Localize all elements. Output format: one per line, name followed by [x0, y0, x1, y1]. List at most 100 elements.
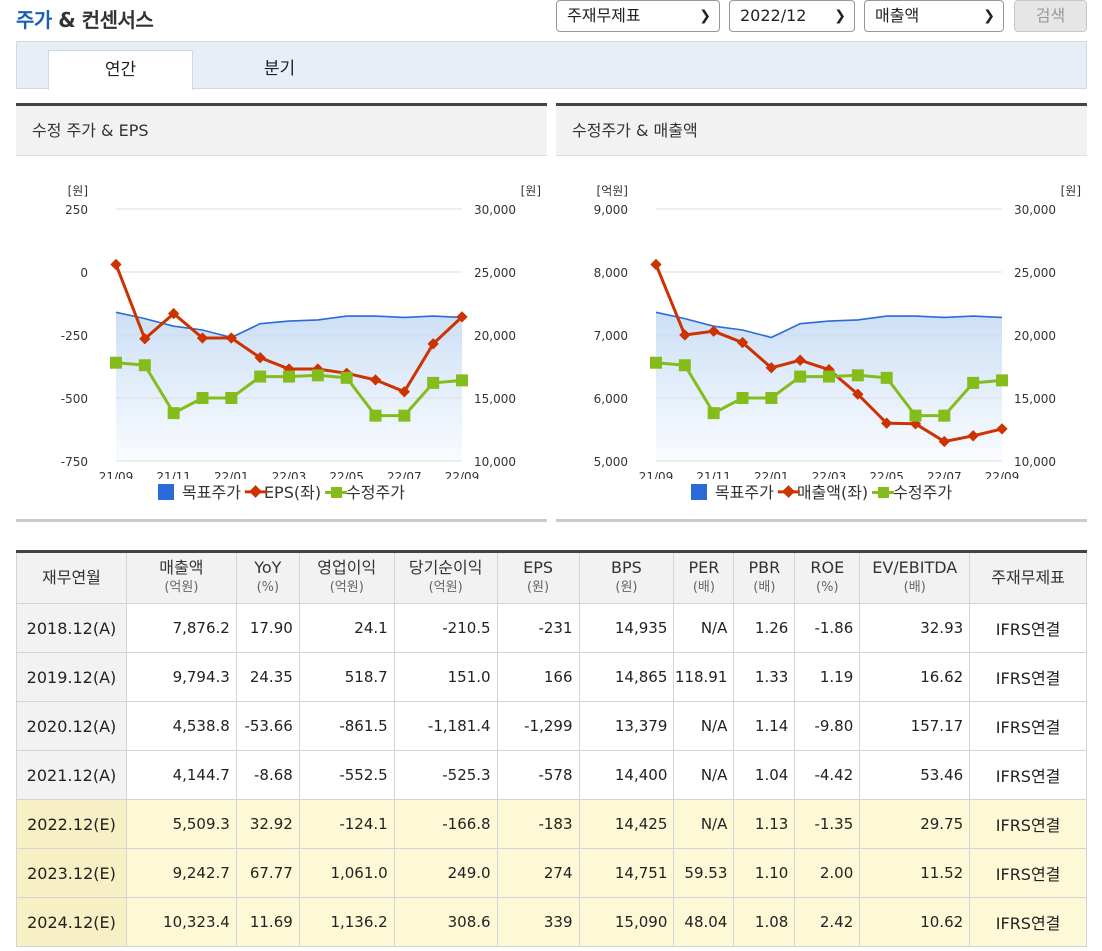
chevron-down-icon: ❯	[699, 8, 711, 24]
column-header: 매출액 (억원)	[125, 551, 237, 604]
table-cell: 339	[496, 897, 580, 947]
adjusted-price-point	[138, 359, 151, 372]
table-cell: 14,865	[578, 652, 675, 702]
table-cell: 308.6	[393, 897, 498, 947]
table-cell: IFRS연결	[969, 750, 1087, 800]
period-select-value: 2022/12	[740, 6, 807, 25]
row-period: 2024.12(E)	[16, 897, 127, 947]
table-cell: 48.04	[673, 897, 735, 947]
y-right-tick-label: 15,000	[1014, 392, 1056, 406]
legend-item[interactable]: 수정주가	[325, 479, 405, 503]
chart-legend: 목표주가 매출액(좌) 수정주가	[556, 479, 1087, 503]
table-cell: N/A	[673, 750, 735, 800]
adjusted-price-point	[311, 369, 324, 382]
metric-select[interactable]: 매출액 ❯	[864, 0, 1004, 32]
metric-point	[254, 352, 266, 364]
legend-label: 매출액(좌)	[796, 483, 869, 502]
legend-item[interactable]: 매출액(좌)	[780, 479, 868, 503]
y-right-tick-label: 10,000	[1014, 455, 1056, 469]
x-tick-label: 21/09	[99, 470, 134, 479]
table-row: 2019.12(A) 9,794.3 24.35 518.7 151.0 166 14,86…	[16, 652, 1087, 702]
table-cell: -4.42	[794, 750, 861, 800]
table-cell: 1.26	[733, 603, 796, 653]
table-cell: 9,794.3	[125, 652, 237, 702]
table-cell: -9.80	[794, 701, 861, 751]
table-cell: -1,299	[496, 701, 580, 751]
column-header-label: 재무연월	[42, 568, 101, 587]
y-left-unit: [원]	[68, 184, 88, 198]
metric-select-value: 매출액	[875, 6, 920, 25]
chart-title: 수정 주가 & EPS	[16, 106, 547, 156]
column-header-label: PER	[688, 558, 720, 577]
column-header-unit: (원)	[526, 580, 550, 595]
legend-label: 목표주가	[714, 483, 774, 502]
adjusted-price-point	[456, 374, 468, 387]
table-cell: -166.8	[393, 799, 498, 849]
metric-point	[196, 332, 209, 344]
adjusted-price-point	[110, 356, 122, 369]
x-tick-label: 22/07	[387, 470, 422, 479]
search-button[interactable]: 검색	[1014, 0, 1087, 32]
table-cell: 2.00	[794, 848, 861, 898]
metric-point	[650, 258, 662, 271]
table-cell: 1,136.2	[298, 897, 395, 947]
adjusted-price-point	[851, 369, 864, 382]
table-cell: 14,425	[578, 799, 675, 849]
y-right-tick-label: 15,000	[474, 392, 516, 406]
table-cell: 4,144.7	[125, 750, 237, 800]
table-cell: -53.66	[235, 701, 300, 751]
metric-point	[881, 417, 893, 429]
metric-point	[110, 258, 122, 271]
adjusted-price-point	[225, 392, 238, 404]
x-tick-label: 22/01	[754, 470, 789, 479]
table-cell: 10.62	[859, 897, 971, 947]
table-cell: 16.62	[859, 652, 971, 702]
table-cell: 1.14	[733, 701, 796, 751]
metric-point	[139, 333, 151, 345]
tab-annual[interactable]: 연간	[48, 50, 193, 90]
tab-quarterly[interactable]: 분기	[263, 59, 296, 79]
table-cell: 59.53	[673, 848, 735, 898]
table-cell: 2.42	[794, 897, 861, 947]
column-header: EV/EBITDA (배)	[859, 551, 971, 604]
row-period: 2020.12(A)	[16, 701, 127, 751]
legend-item[interactable]: 목표주가	[158, 479, 241, 503]
column-header-label: BPS	[611, 558, 642, 577]
column-header-unit: (원)	[615, 580, 638, 595]
legend-item[interactable]: 목표주가	[690, 479, 774, 503]
row-period: 2019.12(A)	[16, 652, 127, 702]
legend-marker-icon	[690, 484, 707, 500]
legend-item[interactable]: 수정주가	[872, 479, 952, 503]
y-right-tick-label: 30,000	[1014, 203, 1056, 217]
table-cell: -231	[496, 603, 580, 653]
statement-select[interactable]: 주재무제표 ❯	[556, 0, 720, 32]
table-cell: 1.04	[733, 750, 796, 800]
sales-chart: 9,000 30,000 8,000 25,000 7,000 20,000 6,000 15…	[594, 184, 1081, 479]
legend-item[interactable]: EPS(좌)	[247, 479, 321, 503]
table-cell: 29.75	[859, 799, 971, 849]
table-cell: 151.0	[393, 652, 498, 702]
row-period: 2023.12(E)	[16, 848, 127, 898]
chart-panel-eps: 수정 주가 & EPS 250 30,000 0 25,000 -250 20,000 -5…	[16, 103, 547, 522]
table-cell: 10,323.4	[125, 897, 237, 947]
x-tick-label: 22/03	[272, 470, 307, 479]
table-cell: 118.91	[673, 652, 735, 702]
table-cell: -210.5	[393, 603, 498, 653]
column-header-unit: (%)	[256, 580, 280, 595]
metric-point	[398, 386, 410, 398]
column-header-unit: (억원)	[428, 580, 463, 595]
metric-point	[794, 354, 806, 366]
y-left-tick-label: -500	[61, 392, 88, 406]
period-select[interactable]: 2022/12 ❯	[729, 0, 855, 32]
table-cell: 13,379	[578, 701, 675, 751]
legend-label: 수정주가	[346, 483, 405, 502]
adjusted-price-point	[283, 370, 295, 383]
row-period: 2021.12(A)	[16, 750, 127, 800]
table-cell: 1.19	[794, 652, 861, 702]
adjusted-price-point	[167, 407, 180, 420]
table-cell: 15,090	[578, 897, 675, 947]
column-header: EPS (원)	[496, 551, 580, 604]
table-cell: IFRS연결	[969, 701, 1087, 751]
adjusted-price-point	[650, 356, 662, 369]
legend-marker-icon	[158, 484, 175, 500]
